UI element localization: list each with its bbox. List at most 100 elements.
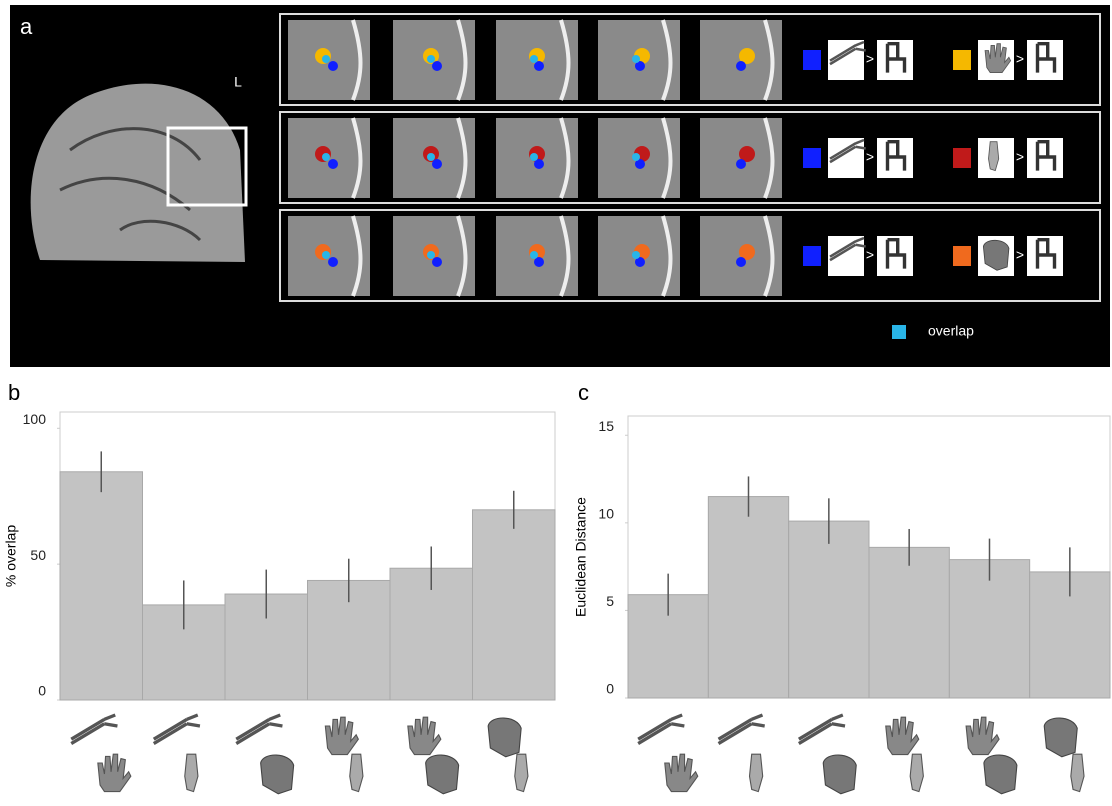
icon-part <box>236 715 282 744</box>
overlap <box>632 251 640 259</box>
icon-part <box>638 715 684 744</box>
icon-tool <box>236 715 282 744</box>
overlap <box>322 55 330 63</box>
icon-tool <box>719 715 765 744</box>
activation <box>432 61 442 71</box>
icon-part <box>1071 754 1084 791</box>
overlap-swatch <box>892 325 906 339</box>
icon-tool <box>799 715 845 744</box>
overlap <box>530 251 538 259</box>
icon-hand <box>408 717 441 754</box>
overlap <box>427 55 435 63</box>
legend-swatch <box>953 50 971 70</box>
icon-mouth <box>984 755 1017 794</box>
activation <box>736 257 746 267</box>
activation <box>432 159 442 169</box>
icon-part <box>665 754 698 791</box>
icon-part <box>799 715 845 744</box>
y-tick-label: 0 <box>38 683 46 699</box>
icon-part <box>910 754 923 791</box>
overlap <box>530 55 538 63</box>
overlap <box>322 153 330 161</box>
icon-part <box>325 717 358 754</box>
activation <box>432 257 442 267</box>
y-tick-label: 0 <box>606 681 614 697</box>
icon-mouth <box>1044 718 1077 757</box>
comparison-symbol: > <box>1016 247 1024 263</box>
icon-part <box>966 717 999 754</box>
icon-part <box>823 755 856 794</box>
comparison-symbol: > <box>866 247 874 263</box>
icon-part <box>350 754 363 791</box>
icon-foot <box>910 754 923 791</box>
activation <box>328 159 338 169</box>
y-tick-label: 15 <box>598 418 614 434</box>
icon-hand <box>325 717 358 754</box>
activation <box>328 61 338 71</box>
overlap <box>632 55 640 63</box>
bar <box>473 510 556 700</box>
y-tick-label: 100 <box>23 411 47 427</box>
icon-part <box>154 715 200 744</box>
activation <box>328 257 338 267</box>
panel-label: a <box>20 14 33 39</box>
icon-mouth <box>426 755 459 794</box>
icon-foot <box>185 754 198 791</box>
overlap <box>427 153 435 161</box>
icon-part <box>71 715 117 744</box>
overlap <box>530 153 538 161</box>
figure: a L overlap >>>>>>b% overlap050100cEucli… <box>0 0 1112 801</box>
icon-mouth <box>823 755 856 794</box>
comparison-symbol: > <box>1016 51 1024 67</box>
icon-part <box>1044 718 1077 757</box>
icon-foot <box>750 754 763 791</box>
icon-part <box>719 715 765 744</box>
icon-part <box>515 754 528 791</box>
bar <box>708 497 788 698</box>
icon-hand <box>966 717 999 754</box>
bar <box>789 521 869 698</box>
legend-swatch <box>953 148 971 168</box>
icon-tool <box>154 715 200 744</box>
icon-part <box>408 717 441 754</box>
overlap <box>632 153 640 161</box>
comparison-symbol: > <box>866 51 874 67</box>
bar <box>60 472 143 700</box>
icon-part <box>984 755 1017 794</box>
icon-part <box>98 754 131 791</box>
icon-mouth <box>488 718 521 757</box>
legend-swatch <box>803 50 821 70</box>
icon-tool <box>638 715 684 744</box>
icon-part <box>185 754 198 791</box>
icon-foot <box>515 754 528 791</box>
panel-label: b <box>8 380 20 405</box>
legend-swatch <box>953 246 971 266</box>
activation <box>736 61 746 71</box>
icon-foot <box>350 754 363 791</box>
activation <box>736 159 746 169</box>
icon-foot <box>1071 754 1084 791</box>
icon-part <box>886 717 919 754</box>
icon-part <box>426 755 459 794</box>
y-tick-label: 50 <box>30 547 46 563</box>
overlap <box>427 251 435 259</box>
comparison-symbol: > <box>866 149 874 165</box>
panel-label: c <box>578 380 589 405</box>
legend-swatch <box>803 148 821 168</box>
icon-part <box>261 755 294 794</box>
y-axis-label: Euclidean Distance <box>573 497 589 617</box>
overlap <box>322 251 330 259</box>
comparison-symbol: > <box>1016 149 1024 165</box>
legend-swatch <box>803 246 821 266</box>
icon-part <box>750 754 763 791</box>
icon-part <box>488 718 521 757</box>
icon-mouth <box>261 755 294 794</box>
y-axis-label: % overlap <box>3 525 19 587</box>
icon-hand <box>98 754 131 791</box>
bar <box>869 547 949 698</box>
icon-hand <box>886 717 919 754</box>
legend-label: overlap <box>928 323 974 339</box>
y-tick-label: 10 <box>598 506 614 522</box>
y-tick-label: 5 <box>606 593 614 609</box>
icon-tool <box>71 715 117 744</box>
